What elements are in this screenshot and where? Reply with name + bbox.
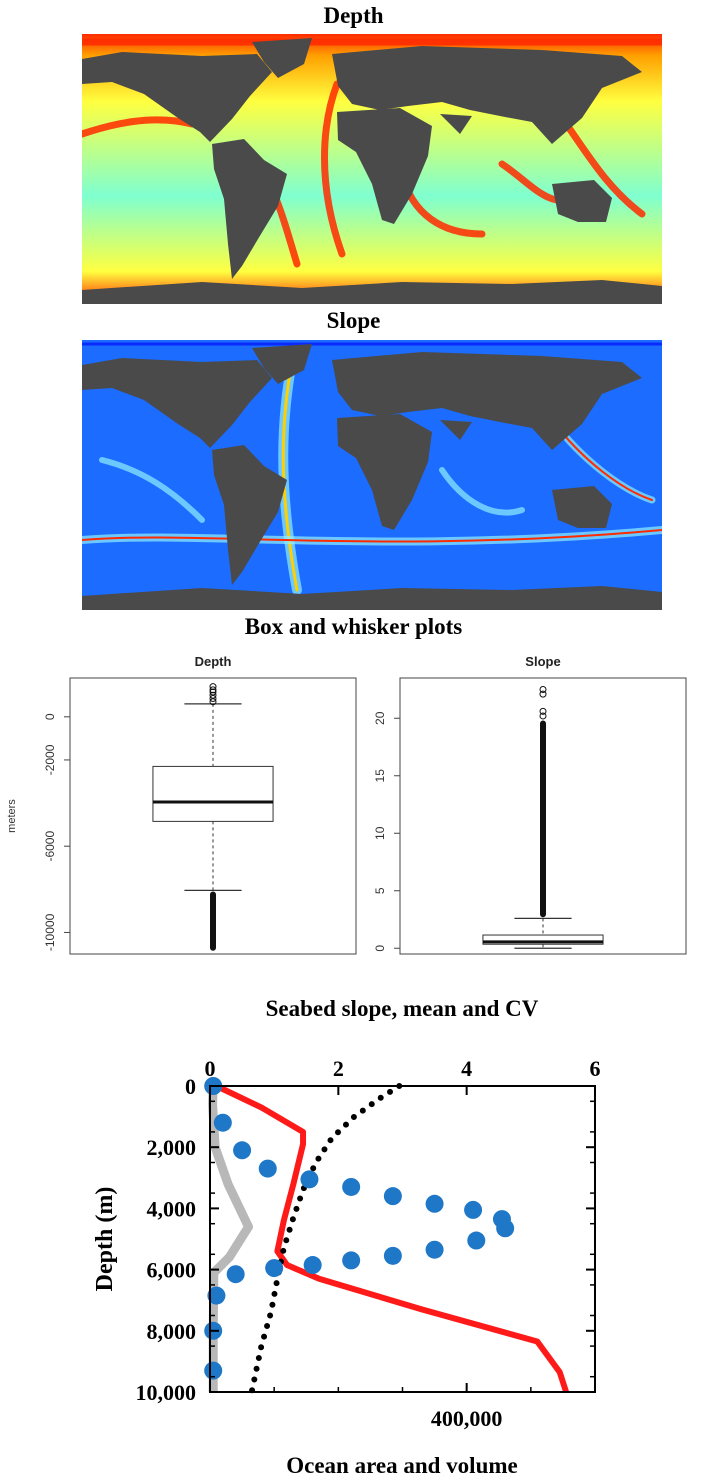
- blue-series-point: [383, 1187, 402, 1206]
- profile-title: Seabed slope, mean and CV: [266, 996, 539, 1021]
- boxplot-ytick-label-2: 20: [373, 711, 387, 725]
- boxplot-outlier-2: [539, 686, 547, 693]
- profile-ytick-label: 0: [185, 1074, 196, 1099]
- blue-series-point: [207, 1286, 226, 1305]
- red-series-line: [215, 1083, 569, 1393]
- blue-series-point: [383, 1246, 402, 1265]
- grey-series-line: [208, 1085, 253, 1392]
- blue-series-point: [233, 1141, 252, 1160]
- profile-ytick-label: 10,000: [136, 1380, 197, 1405]
- boxplot-ytick-label-1: -2000: [43, 744, 57, 775]
- profile-top-tick-label: 6: [590, 1056, 601, 1081]
- boxplot-ytick-label-1: 0: [43, 713, 57, 720]
- blue-series-point: [496, 1219, 515, 1238]
- blue-series-point: [226, 1265, 245, 1284]
- profile-ytick-label: 2,000: [147, 1135, 197, 1160]
- box-section-title: Box and whisker plots: [244, 614, 463, 639]
- depth-map: [82, 34, 662, 304]
- depth-map-title: Depth: [323, 3, 384, 28]
- boxplot-frame-2: [399, 677, 687, 955]
- blue-series-point: [425, 1240, 444, 1259]
- boxplot-ytick-label-2: 15: [373, 769, 387, 783]
- depth-land: [82, 38, 662, 304]
- boxplot-outlier-2: [539, 690, 547, 698]
- depth-profile-chart: 0 2,000 4,000 6,000 8,000 10,000 0 2 4 6 400,000 Se…: [92, 996, 601, 1478]
- boxplot-dense-outliers-2: [540, 720, 546, 918]
- boxplot-ytick-label-1: -6000: [43, 831, 57, 862]
- blue-series-point: [425, 1194, 444, 1213]
- boxplot-title-1: Depth: [195, 654, 232, 669]
- blue-series-point: [265, 1259, 284, 1278]
- blue-series-point: [467, 1231, 486, 1250]
- blue-series-point: [213, 1113, 232, 1132]
- black-dotted-series-line: [248, 1083, 403, 1395]
- slope-map-title: Slope: [326, 308, 381, 333]
- boxplot-ylabel-1: meters: [6, 799, 18, 833]
- blue-series-point: [342, 1177, 361, 1196]
- profile-top-tick-label: 2: [333, 1056, 344, 1081]
- blue-series-point: [342, 1251, 361, 1270]
- boxplot-outlier-1: [209, 683, 217, 691]
- blue-series-point: [300, 1170, 319, 1189]
- boxplot-ytick-label-2: 0: [373, 945, 387, 952]
- profile-ytick-label: 4,000: [147, 1196, 197, 1221]
- profile-ytick-label: 8,000: [147, 1319, 197, 1344]
- boxplot-ytick-label-2: 10: [373, 826, 387, 840]
- slope-ridge-highlights: [82, 342, 662, 595]
- boxplot-title-2: Slope: [525, 654, 560, 669]
- boxplot-outlier-2: [539, 712, 547, 720]
- slope-map: [82, 340, 662, 610]
- boxplot-dense-outliers-1: [210, 891, 216, 951]
- blue-series-point: [258, 1159, 277, 1178]
- profile-top-tick-label: 0: [205, 1056, 216, 1081]
- slope-land: [82, 344, 662, 610]
- profile-xlabel: Ocean area and volume: [286, 1453, 517, 1478]
- boxplot-ytick-label-2: 5: [373, 887, 387, 894]
- profile-bottom-tick-label: 400,000: [431, 1406, 503, 1431]
- profile-ytick-label: 6,000: [147, 1258, 197, 1283]
- boxplot-outlier-1: [209, 688, 217, 696]
- boxplot-ytick-label-1: -10000: [43, 913, 57, 951]
- boxplot-frame-1: [69, 677, 357, 955]
- slope-boxplot: Slopedegree05101520: [373, 654, 687, 955]
- blue-series-point: [303, 1256, 322, 1275]
- profile-ylabel: Depth (m): [92, 1187, 118, 1292]
- boxplot-outlier-1: [209, 691, 217, 699]
- boxplot-outlier-2: [539, 707, 547, 715]
- blue-series-point: [464, 1200, 483, 1219]
- boxplot-box-1: [152, 765, 274, 822]
- profile-top-tick-label: 4: [461, 1056, 472, 1081]
- boxplot-box-2: [482, 934, 604, 945]
- blue-series-point: [204, 1361, 223, 1380]
- boxplot-outlier-1: [209, 686, 217, 694]
- depth-boxplot: Depth meters 0 -2000 -6000 -10000: [6, 654, 357, 955]
